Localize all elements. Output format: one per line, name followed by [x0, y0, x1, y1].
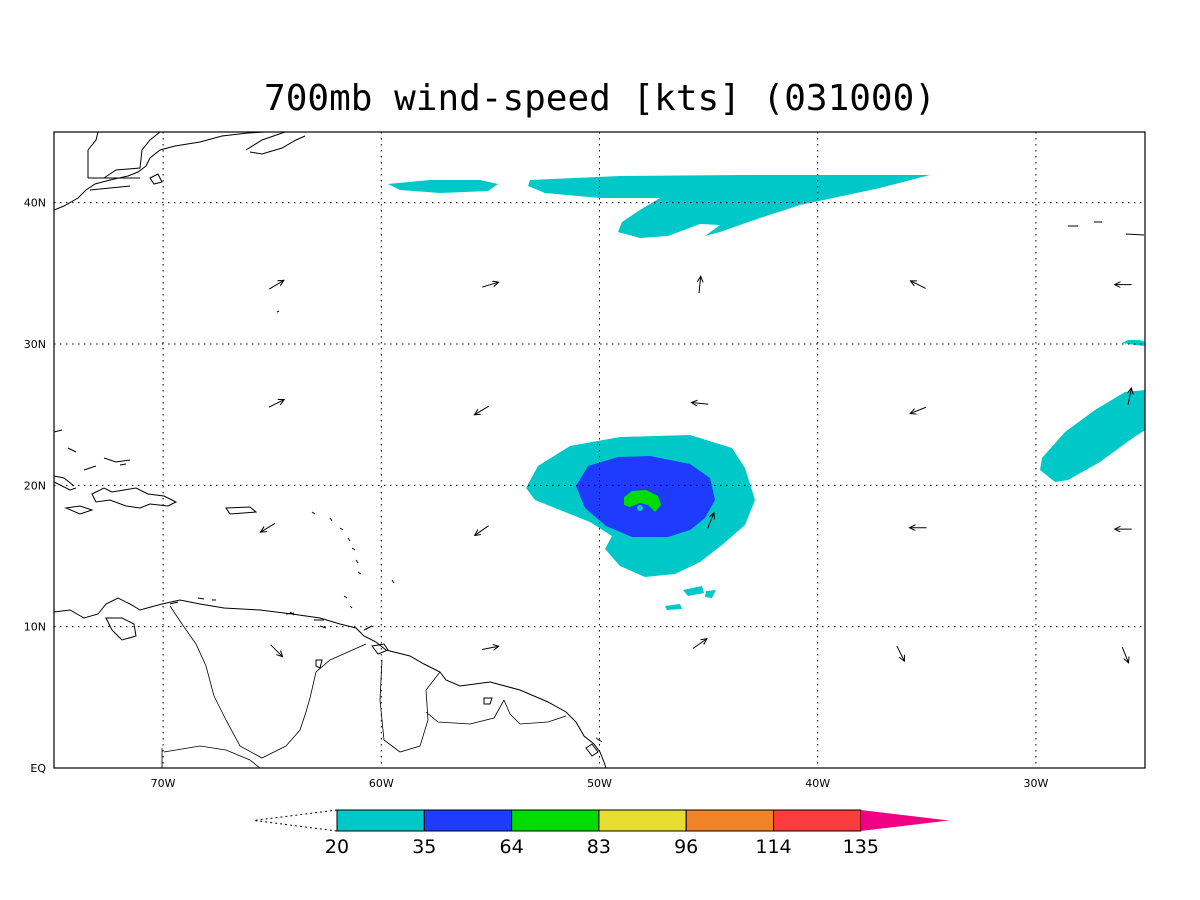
- wind-vector-arrow: [268, 400, 284, 408]
- lat-tick-label: 40N: [24, 197, 46, 210]
- coastline-cuba: [54, 475, 77, 491]
- map-frame: [53, 131, 1146, 769]
- coastline-lesser-antilles: [311, 511, 395, 609]
- coastline-maracaibo: [105, 617, 137, 641]
- wind-vector-arrow: [692, 639, 707, 649]
- coastline-cape-cod: [149, 173, 163, 185]
- wind-vector-arrow: [475, 525, 489, 536]
- lat-tick-label: EQ: [30, 762, 46, 775]
- colorbar-low-end: [253, 809, 338, 832]
- lon-tick-label: 30W: [1023, 777, 1048, 790]
- colorbar-level-label: 35: [412, 836, 436, 858]
- wind-vector-arrow: [699, 276, 701, 294]
- colorbar-level-label: 64: [500, 836, 524, 858]
- lat-tick-label: 20N: [24, 479, 46, 492]
- storm-eye: [637, 505, 643, 511]
- wind-vector-arrow: [910, 281, 926, 289]
- colorbar-level-label: 135: [843, 836, 879, 858]
- coastline-jamaica: [64, 505, 94, 515]
- chart-title: 700mb wind-speed [kts] (031000): [264, 78, 936, 119]
- colorbar: 20 35 64 83 96 114 135: [253, 809, 949, 858]
- coastline-azores: [1068, 221, 1145, 236]
- colorbar-swatch: [685, 809, 775, 832]
- coastline-abc-islands: [169, 597, 327, 629]
- coastline-puerto-rico: [225, 506, 258, 515]
- coastline-bermuda: [276, 310, 280, 313]
- lon-tick-label: 50W: [587, 777, 612, 790]
- colorbar-swatch: [336, 809, 425, 832]
- shade-20kt-storm-fragment: [683, 586, 704, 596]
- lon-tick-label: 40W: [805, 777, 830, 790]
- colorbar-swatch: [598, 809, 687, 832]
- wind-vector-arrow: [482, 282, 498, 288]
- wind-vector-arrow: [1121, 646, 1128, 663]
- coastline-south-america: [54, 597, 607, 768]
- lon-tick-label: 70W: [151, 777, 176, 790]
- lat-tick-label: 10N: [24, 621, 46, 634]
- latitude-axis: EQ 10N 20N 30N 40N: [24, 197, 47, 775]
- coastline-nova-scotia: [245, 132, 306, 155]
- wind-shading: [388, 175, 1145, 610]
- country-borders: [161, 605, 567, 768]
- wind-vectors: [261, 276, 1132, 663]
- coastline-new-england: [87, 132, 161, 191]
- coastline-bahamas: [54, 429, 131, 471]
- wind-vector-arrow: [474, 405, 490, 415]
- coastline-trinidad: [363, 625, 389, 655]
- colorbar-level-label: 83: [587, 836, 611, 858]
- wind-vector-arrow: [910, 406, 927, 413]
- coastline-margarita: [315, 659, 323, 669]
- colorbar-swatch: [511, 809, 600, 832]
- shade-20kt-storm-fragment: [705, 590, 716, 598]
- wind-vector-arrow: [481, 646, 499, 649]
- lat-tick-label: 30N: [24, 338, 46, 351]
- shade-20kt-east: [1122, 340, 1145, 346]
- wind-vector-arrow: [261, 522, 276, 532]
- coastline-lake-guri: [483, 697, 493, 705]
- wind-vector-arrow: [691, 403, 709, 405]
- wind-vector-arrow: [896, 645, 905, 661]
- shade-20kt-northern-jet: [528, 175, 930, 238]
- wind-vector-arrow: [707, 513, 714, 529]
- shade-20kt-east: [1040, 390, 1145, 482]
- graticule: [54, 132, 1145, 768]
- colorbar-level-label: 20: [325, 836, 349, 858]
- colorbar-level-label: 114: [755, 836, 791, 858]
- shade-20kt-storm-fragment: [665, 604, 682, 610]
- colorbar-swatch: [773, 809, 862, 832]
- colorbar-swatch: [423, 809, 513, 832]
- wind-vector-arrow: [269, 280, 284, 290]
- coastline-hispaniola: [91, 487, 178, 509]
- coastline-north-america: [54, 132, 266, 211]
- colorbar-level-label: 96: [674, 836, 698, 858]
- coastlines: [54, 132, 1145, 768]
- lon-tick-label: 60W: [369, 777, 394, 790]
- shade-20kt-northern-jet: [388, 180, 498, 193]
- wind-vector-arrow: [270, 644, 283, 657]
- coastline-amazon-delta: [585, 737, 603, 757]
- shade-64kt-storm: [624, 490, 661, 512]
- longitude-axis: 70W 60W 50W 40W 30W: [151, 777, 1049, 790]
- colorbar-high-end: [860, 810, 949, 831]
- wind-vector-arrow: [1128, 388, 1131, 405]
